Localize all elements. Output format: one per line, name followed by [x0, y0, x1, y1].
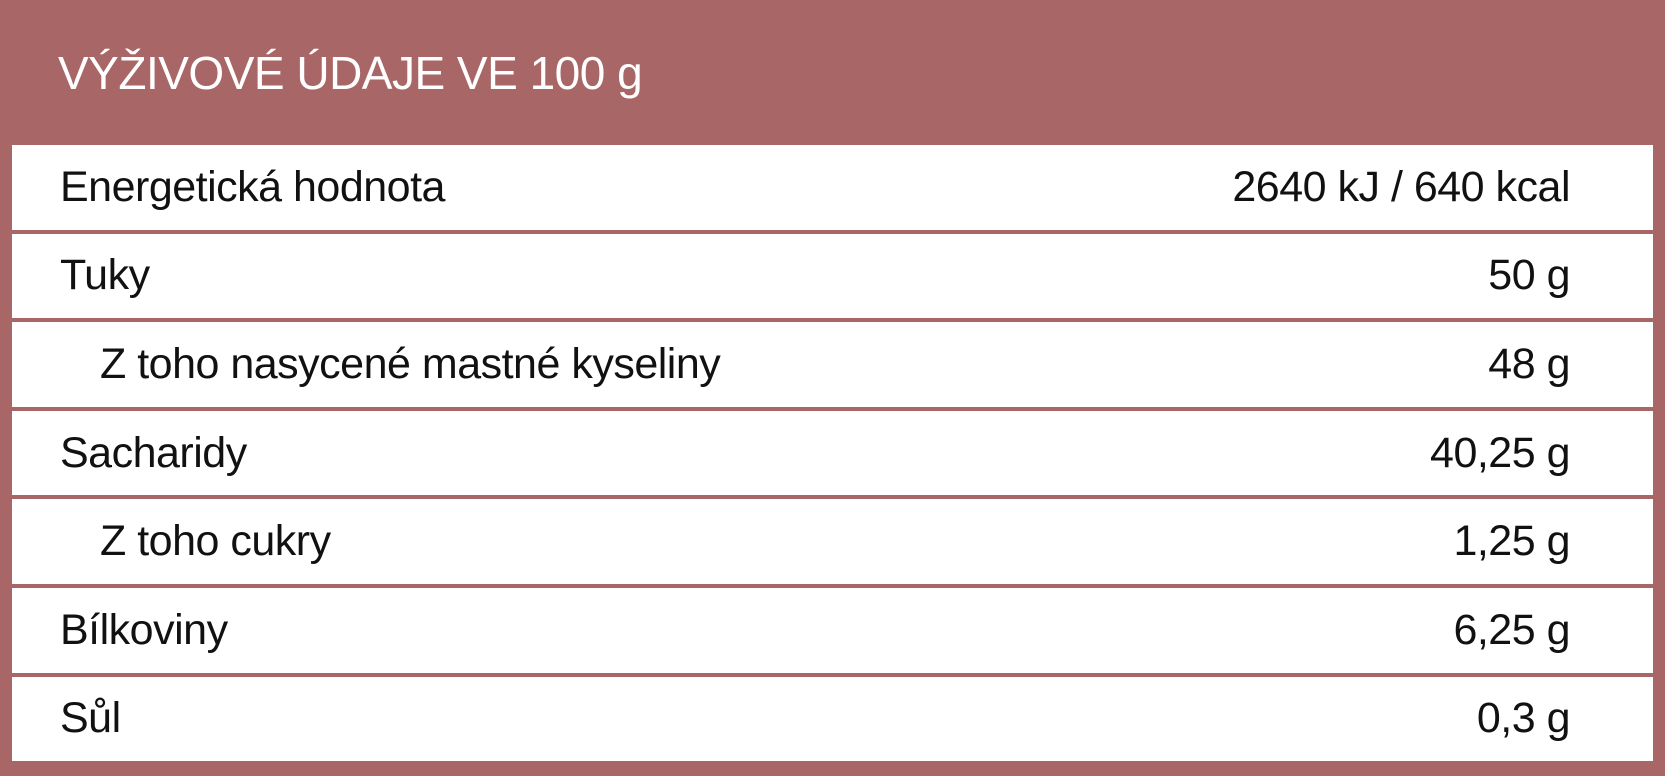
table-row: Energetická hodnota 2640 kJ / 640 kcal: [12, 145, 1653, 230]
nutrient-label: Z toho cukry: [100, 517, 331, 566]
nutrient-value: 6,25 g: [1453, 605, 1570, 654]
table-row: Tuky 50 g: [12, 233, 1653, 319]
nutrient-label: Sacharidy: [60, 428, 247, 477]
nutrient-label: Bílkoviny: [60, 605, 228, 654]
nutrient-label: Sůl: [60, 694, 121, 743]
table-body: Energetická hodnota 2640 kJ / 640 kcal Tuk…: [12, 145, 1653, 762]
nutrient-label: Z toho nasycené mastné kyseliny: [100, 339, 721, 388]
table-row: Z toho nasycené mastné kyseliny 48 g: [12, 322, 1653, 407]
nutrient-value: 2640 kJ / 640 kcal: [1232, 162, 1570, 211]
table-header: VÝŽIVOVÉ ÚDAJE VE 100 g: [12, 0, 1653, 145]
nutrient-label: Energetická hodnota: [60, 162, 445, 211]
table-title: VÝŽIVOVÉ ÚDAJE VE 100 g: [58, 46, 643, 99]
table-row: Bílkoviny 6,25 g: [12, 587, 1653, 673]
nutrient-value: 50 g: [1488, 251, 1570, 300]
nutrient-value: 1,25 g: [1453, 517, 1570, 566]
table-row: Sůl 0,3 g: [12, 676, 1653, 762]
nutrient-value: 0,3 g: [1476, 694, 1571, 743]
nutrient-label: Tuky: [60, 251, 150, 300]
nutrient-value: 40,25 g: [1430, 428, 1570, 477]
table-row: Sacharidy 40,25 g: [12, 410, 1653, 496]
table-row: Z toho cukry 1,25 g: [12, 499, 1653, 584]
nutrient-value: 48 g: [1488, 339, 1570, 388]
